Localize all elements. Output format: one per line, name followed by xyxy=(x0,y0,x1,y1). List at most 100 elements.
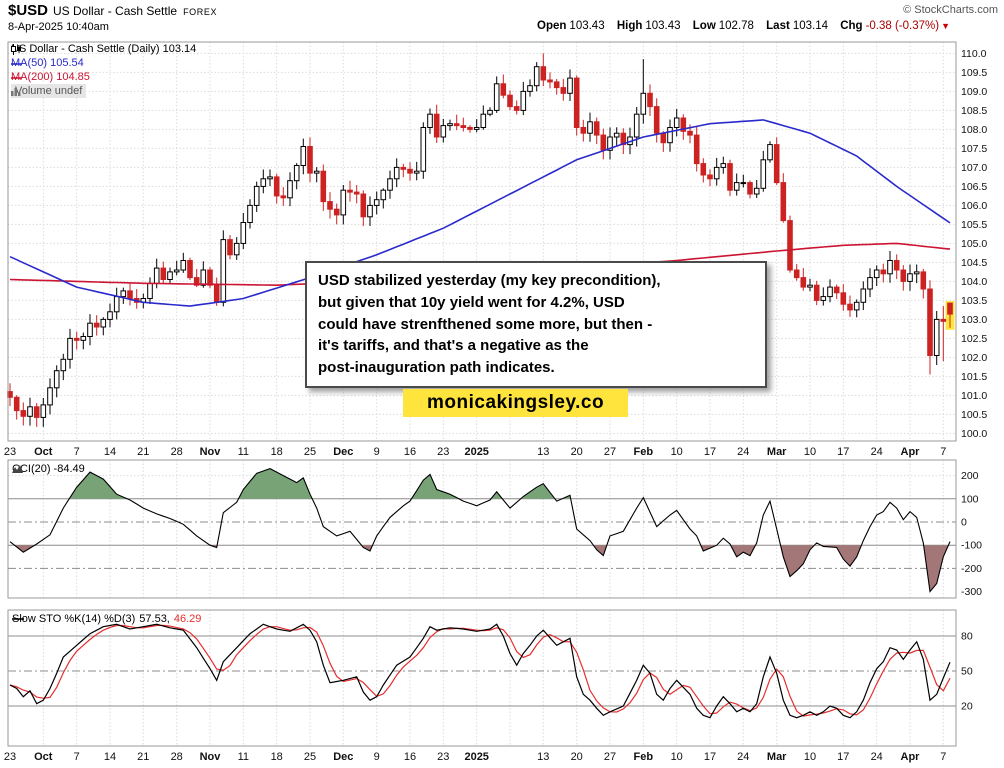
svg-text:18: 18 xyxy=(271,446,283,458)
copyright: © StockCharts.com xyxy=(903,4,998,16)
legend-ma200: MA(200) 104.85 xyxy=(11,71,90,83)
svg-text:13: 13 xyxy=(537,446,549,458)
svg-text:103.5: 103.5 xyxy=(961,295,987,307)
svg-text:Feb: Feb xyxy=(634,446,654,458)
legend-title: US Dollar - Cash Settle (Daily) 103.14 xyxy=(11,43,197,55)
svg-text:7: 7 xyxy=(74,446,80,458)
svg-text:16: 16 xyxy=(404,446,416,458)
low-label: Low xyxy=(692,20,716,32)
svg-text:Feb: Feb xyxy=(634,751,654,763)
svg-text:21: 21 xyxy=(137,751,149,763)
svg-text:14: 14 xyxy=(104,446,116,458)
svg-text:24: 24 xyxy=(737,751,749,763)
svg-text:104.5: 104.5 xyxy=(961,257,987,269)
cci-panel: 200 100 0 -100 -200 -300 xyxy=(7,459,982,599)
svg-text:20: 20 xyxy=(961,701,973,713)
svg-text:109.0: 109.0 xyxy=(961,86,987,98)
svg-text:Mar: Mar xyxy=(767,446,787,458)
svg-text:24: 24 xyxy=(871,751,883,763)
svg-text:100.5: 100.5 xyxy=(961,409,987,421)
svg-text:-100: -100 xyxy=(961,540,982,552)
svg-text:20: 20 xyxy=(571,751,583,763)
svg-text:9: 9 xyxy=(374,446,380,458)
svg-text:-200: -200 xyxy=(961,563,982,575)
svg-text:21: 21 xyxy=(137,446,149,458)
svg-text:2025: 2025 xyxy=(464,446,488,458)
svg-text:17: 17 xyxy=(704,446,716,458)
svg-text:107.5: 107.5 xyxy=(961,143,987,155)
svg-text:103.0: 103.0 xyxy=(961,314,987,326)
ma200-line-icon xyxy=(11,76,22,79)
symbol-name: US Dollar - Cash Settle xyxy=(53,4,178,18)
svg-text:100.0: 100.0 xyxy=(961,428,987,440)
legend-ma50-row: MA(50) 105.54 xyxy=(11,56,196,70)
svg-text:107.0: 107.0 xyxy=(961,162,987,174)
volume-chip: Volume undef xyxy=(11,84,87,98)
svg-text:Dec: Dec xyxy=(333,446,353,458)
quote-summary: Open 103.43 High 103.43 Low 102.78 Last 103.… xyxy=(537,20,950,32)
sto-legend: Slow STO %K(14) %D(3) 57.53, 46.29 xyxy=(12,613,201,625)
svg-text:10: 10 xyxy=(671,751,683,763)
last-value: 103.14 xyxy=(792,20,828,32)
chart-header: $USD US Dollar - Cash Settle FOREX xyxy=(8,2,217,20)
svg-text:17: 17 xyxy=(837,751,849,763)
svg-text:105.5: 105.5 xyxy=(961,219,987,231)
chart-datetime: 8-Apr-2025 10:40am xyxy=(8,21,109,33)
svg-text:23: 23 xyxy=(4,751,16,763)
volume-bars-icon xyxy=(11,87,21,96)
high-label: High xyxy=(616,20,643,32)
open-value: 103.43 xyxy=(569,20,605,32)
svg-text:17: 17 xyxy=(704,751,716,763)
svg-text:0: 0 xyxy=(961,517,967,529)
low-value: 102.78 xyxy=(718,20,754,32)
svg-text:110.0: 110.0 xyxy=(961,48,987,60)
chg-down-arrow-icon: ▼ xyxy=(941,21,950,31)
sto-k-value: 57.53, xyxy=(139,613,170,625)
high-value: 103.43 xyxy=(645,20,681,32)
svg-text:23: 23 xyxy=(437,446,449,458)
exchange-label: FOREX xyxy=(183,7,218,17)
annotation-line: USD stabilized yesterday (my key precond… xyxy=(318,272,661,289)
svg-text:10: 10 xyxy=(804,446,816,458)
svg-text:Mar: Mar xyxy=(767,751,787,763)
svg-text:24: 24 xyxy=(871,446,883,458)
svg-text:7: 7 xyxy=(74,751,80,763)
svg-text:28: 28 xyxy=(171,751,183,763)
svg-text:7: 7 xyxy=(940,751,946,763)
area-chart-icon xyxy=(12,465,23,473)
legend-ma50: MA(50) 105.54 xyxy=(11,57,84,69)
svg-text:-300: -300 xyxy=(961,586,982,598)
svg-text:Dec: Dec xyxy=(333,751,353,763)
svg-text:18: 18 xyxy=(271,751,283,763)
svg-text:106.0: 106.0 xyxy=(961,200,987,212)
svg-text:9: 9 xyxy=(374,751,380,763)
svg-text:23: 23 xyxy=(4,446,16,458)
svg-text:14: 14 xyxy=(104,751,116,763)
svg-text:80: 80 xyxy=(961,631,973,643)
svg-text:10: 10 xyxy=(671,446,683,458)
open-label: Open xyxy=(537,20,567,32)
svg-text:24: 24 xyxy=(737,446,749,458)
last-label: Last xyxy=(766,20,790,32)
annotation-line: but given that 10y yield went for 4.2%, … xyxy=(318,293,625,311)
svg-text:108.5: 108.5 xyxy=(961,105,987,117)
svg-text:27: 27 xyxy=(604,751,616,763)
svg-text:200: 200 xyxy=(961,470,979,482)
svg-text:25: 25 xyxy=(304,446,316,458)
svg-text:104.0: 104.0 xyxy=(961,276,987,288)
svg-text:10: 10 xyxy=(804,751,816,763)
svg-text:17: 17 xyxy=(837,446,849,458)
stochastic-panel: 80 50 20 23 Oct 7 14 21 28 Nov 11 18 25 Dec 9 16 23 2025 1… xyxy=(4,609,973,763)
svg-text:27: 27 xyxy=(604,446,616,458)
svg-text:13: 13 xyxy=(537,751,549,763)
cci-legend: CCI(20) -84.49 xyxy=(12,463,85,475)
svg-text:101.0: 101.0 xyxy=(961,390,987,402)
svg-text:102.5: 102.5 xyxy=(961,333,987,345)
svg-text:101.5: 101.5 xyxy=(961,371,987,383)
svg-text:7: 7 xyxy=(940,446,946,458)
annotation-line: could have strenfthened some more, but t… xyxy=(318,315,653,333)
annotation-line: post-inauguration path indicates. xyxy=(318,359,555,376)
svg-text:Nov: Nov xyxy=(200,446,222,458)
legend-volume-row: Volume undef xyxy=(11,84,196,98)
